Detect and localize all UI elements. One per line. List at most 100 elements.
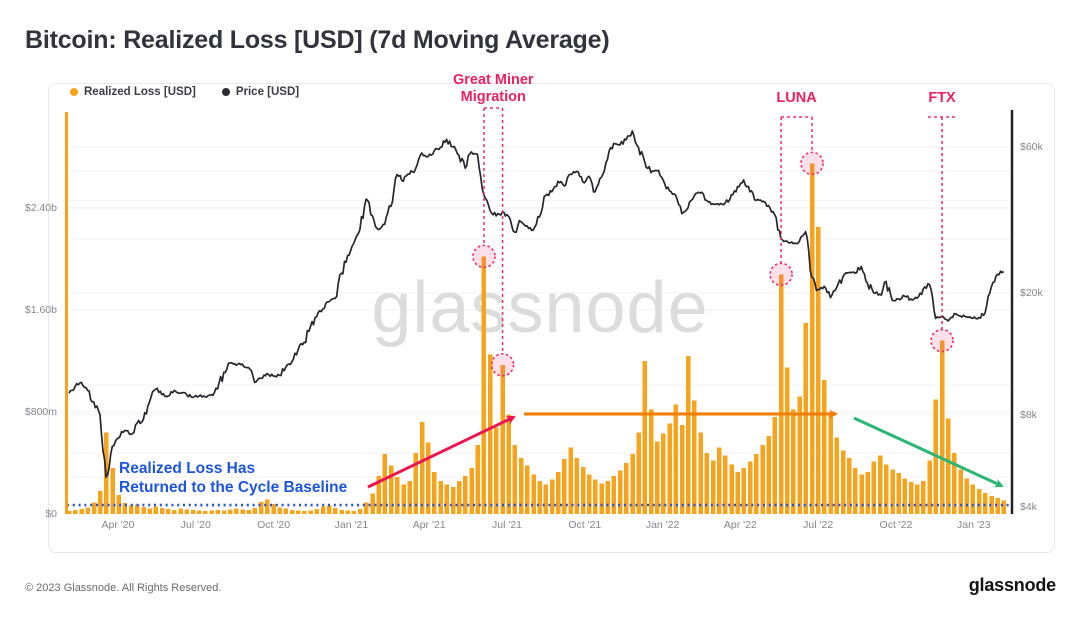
bar (896, 473, 901, 514)
bar (73, 510, 78, 514)
bar (481, 256, 487, 514)
bar (723, 455, 728, 514)
bar (128, 505, 134, 514)
bar (283, 508, 289, 514)
bar (939, 340, 945, 514)
bar (178, 508, 183, 514)
bar (617, 470, 623, 514)
bar (865, 471, 870, 514)
bar (605, 480, 610, 514)
bar (438, 480, 443, 514)
bar (624, 463, 629, 514)
bar (1001, 500, 1007, 514)
bar (970, 484, 976, 514)
chart-legend: Realized Loss [USD] Price [USD] (70, 86, 299, 98)
bar (568, 447, 573, 514)
bar (426, 442, 431, 514)
bar (98, 491, 103, 514)
bar (890, 469, 895, 514)
baseline-note: Realized Loss Has Returned to the Cycle … (119, 459, 347, 497)
bar (531, 474, 536, 514)
bar (345, 510, 351, 514)
bar (506, 414, 511, 514)
bar (809, 163, 815, 514)
bar (766, 436, 771, 514)
bar (512, 445, 518, 514)
bar (190, 510, 196, 514)
legend-item-price[interactable]: Price [USD] (221, 86, 299, 98)
x-tick-label: Oct '20 (257, 519, 291, 531)
glassnode-logo: glassnode (968, 575, 1056, 595)
x-tick-label: Jul '22 (803, 519, 834, 531)
bar (395, 477, 400, 514)
event-peak-circle (769, 262, 793, 287)
bar (277, 507, 282, 514)
annotation-great-miner-line2: Migration (460, 89, 526, 105)
bar (258, 501, 264, 514)
bar (636, 432, 641, 514)
bar (388, 465, 394, 514)
bar (822, 380, 827, 514)
bar (543, 484, 549, 514)
annotation-ftx: FTX (928, 90, 956, 106)
bar (921, 480, 926, 514)
annotation-great-miner-line1: Great Miner (452, 72, 534, 88)
bar (376, 475, 381, 515)
bar (116, 494, 121, 514)
bar (203, 511, 208, 514)
footer-copyright: © 2023 Glassnode. All Rights Reserved. (25, 582, 222, 594)
bar (382, 454, 388, 514)
bar (135, 504, 140, 514)
realized-loss-dot-icon (70, 88, 78, 96)
bar (908, 482, 914, 514)
bar (717, 447, 722, 514)
bar (747, 461, 753, 514)
bar (469, 468, 474, 514)
bar (314, 509, 320, 514)
page-title: Bitcoin: Realized Loss [USD] (7d Moving … (25, 26, 610, 54)
bar (927, 460, 932, 514)
bar (692, 400, 697, 514)
bar (79, 508, 84, 514)
bar (667, 423, 672, 514)
event-peak-circle (490, 353, 515, 377)
bar (407, 480, 412, 514)
bar (828, 414, 833, 514)
bar (983, 493, 988, 514)
bar (648, 409, 654, 514)
bar (500, 364, 505, 514)
bar (184, 509, 190, 514)
bar (785, 367, 790, 514)
bar (952, 452, 957, 514)
bar (686, 355, 691, 514)
bar (989, 496, 994, 514)
bar (110, 468, 115, 514)
bar (252, 507, 258, 514)
bar (85, 507, 91, 514)
bar (859, 474, 864, 514)
bar (760, 445, 765, 514)
bar (803, 322, 809, 515)
legend-item-realized-loss[interactable]: Realized Loss [USD] (70, 86, 196, 98)
bar (741, 468, 747, 514)
bar (153, 506, 159, 514)
bar (946, 418, 951, 514)
bar (197, 510, 202, 514)
bar (450, 487, 456, 514)
bar (240, 509, 245, 514)
bar (432, 471, 437, 514)
bar (556, 471, 561, 514)
bar (976, 489, 982, 514)
bar (351, 511, 357, 514)
bar (587, 474, 592, 514)
bar (91, 502, 97, 514)
bar (166, 509, 171, 514)
bar (772, 417, 778, 514)
bar (853, 468, 858, 514)
falling-loss-arrow (853, 416, 1004, 488)
y-tick-left-label: $2.40b (24, 202, 57, 214)
bar (401, 484, 406, 514)
annotation-luna: LUNA (776, 90, 817, 106)
bar (698, 432, 703, 514)
